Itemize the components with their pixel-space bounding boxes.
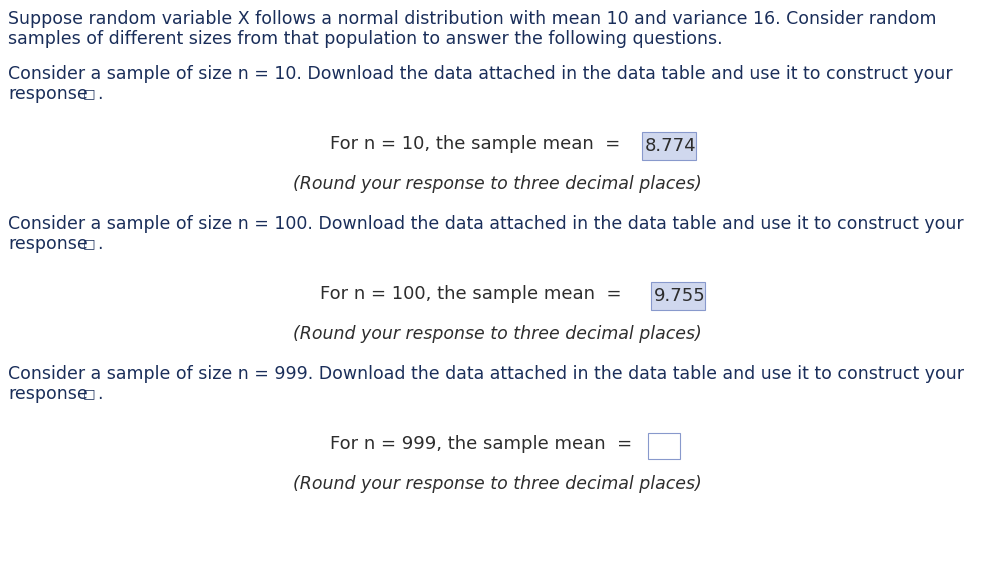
Text: response: response	[8, 85, 87, 103]
Text: For n = 100, the sample mean  =: For n = 100, the sample mean =	[320, 285, 627, 303]
FancyBboxPatch shape	[648, 433, 680, 459]
Text: (Round your response to three decimal places): (Round your response to three decimal pl…	[292, 325, 702, 343]
Text: response: response	[8, 235, 87, 253]
Text: (Round your response to three decimal places): (Round your response to three decimal pl…	[292, 475, 702, 493]
Text: Suppose random variable X follows a normal distribution with mean 10 and varianc: Suppose random variable X follows a norm…	[8, 10, 936, 28]
Text: Consider a sample of size n = 999. Download the data attached in the data table : Consider a sample of size n = 999. Downl…	[8, 365, 964, 383]
Text: For n = 10, the sample mean  =: For n = 10, the sample mean =	[330, 135, 626, 153]
Text: .: .	[97, 385, 102, 403]
Text: .: .	[97, 85, 102, 103]
Text: □: □	[83, 237, 95, 250]
Text: □: □	[83, 387, 95, 400]
FancyBboxPatch shape	[642, 132, 696, 160]
Text: samples of different sizes from that population to answer the following question: samples of different sizes from that pop…	[8, 30, 723, 48]
FancyBboxPatch shape	[651, 282, 705, 310]
Text: 8.774: 8.774	[645, 137, 697, 155]
Text: .: .	[97, 235, 102, 253]
Text: (Round your response to three decimal places): (Round your response to three decimal pl…	[292, 175, 702, 193]
Text: response: response	[8, 385, 87, 403]
Text: □: □	[83, 87, 95, 100]
Text: For n = 999, the sample mean  =: For n = 999, the sample mean =	[330, 435, 638, 453]
Text: 9.755: 9.755	[654, 287, 706, 305]
Text: Consider a sample of size n = 10. Download the data attached in the data table a: Consider a sample of size n = 10. Downlo…	[8, 65, 952, 83]
Text: Consider a sample of size n = 100. Download the data attached in the data table : Consider a sample of size n = 100. Downl…	[8, 215, 963, 233]
